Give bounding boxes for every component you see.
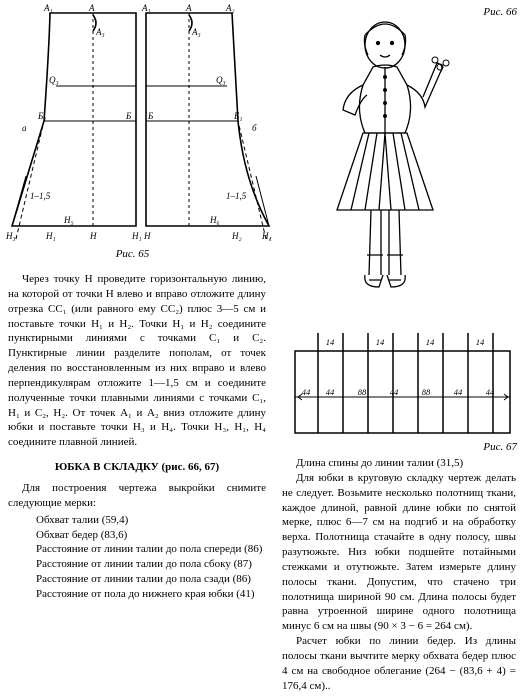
right-para-1: Длина спины до линии талии (31,5) xyxy=(282,456,516,471)
measure-item: Обхват бедер (83,6) xyxy=(36,528,266,543)
svg-text:H₁: H₁ xyxy=(131,231,142,241)
svg-text:88: 88 xyxy=(358,387,367,397)
figure-65: A₁ A A₁ A A₂ A₃ A₃ Q₃ Q₃ Б₁ Б Б Б₁ а б 1–1,5 1–1,… xyxy=(4,1,274,243)
svg-text:H: H xyxy=(143,231,151,241)
left-para-2: Для построения чертежа выкройки сни­мите… xyxy=(8,481,266,511)
measure-item: Расстояние от линии талии до пола сбоку … xyxy=(36,557,266,572)
svg-text:14: 14 xyxy=(476,337,485,347)
svg-text:A₁: A₁ xyxy=(43,3,53,13)
svg-text:H₄: H₄ xyxy=(261,231,272,241)
svg-text:44: 44 xyxy=(454,387,463,397)
figure-66-girl xyxy=(305,15,465,325)
figure-65-caption: Рис. 65 xyxy=(0,247,265,262)
measure-item: Расстояние от линии талии до пола сперед… xyxy=(36,542,266,557)
right-para-2: Для юбки в круговую складку чертеж делат… xyxy=(282,471,516,634)
svg-text:H₅: H₅ xyxy=(63,215,74,225)
svg-text:H₆: H₆ xyxy=(209,215,220,225)
svg-text:14: 14 xyxy=(426,337,435,347)
right-para-3: Расчет юбки по линии бедер. Из длины пол… xyxy=(282,634,516,693)
svg-text:Б: Б xyxy=(147,111,154,121)
svg-text:Б: Б xyxy=(125,111,132,121)
left-para-1: Через точку Н проведите горизонталь­ную … xyxy=(8,272,266,450)
svg-text:14: 14 xyxy=(376,337,385,347)
right-column: Длина спины до линии талии (31,5) Для юб… xyxy=(282,456,516,694)
measure-item: Расстояние от линии талии до пола сзади … xyxy=(36,572,266,587)
svg-text:A₃: A₃ xyxy=(95,27,105,37)
measure-item: Расстояние от пола до нижнего края юбки … xyxy=(36,587,266,602)
measure-list: Обхват талии (59,4) Обхват бедер (83,6) … xyxy=(36,513,266,602)
left-column: Через точку Н проведите горизонталь­ную … xyxy=(8,272,266,602)
svg-text:H₂: H₂ xyxy=(231,231,242,241)
svg-text:A₃: A₃ xyxy=(191,27,201,37)
svg-text:а: а xyxy=(22,123,27,133)
svg-text:H: H xyxy=(89,231,97,241)
svg-text:44: 44 xyxy=(486,387,495,397)
svg-text:1–1,5: 1–1,5 xyxy=(30,191,51,201)
svg-text:A₁: A₁ xyxy=(141,3,151,13)
svg-text:88: 88 xyxy=(422,387,431,397)
svg-text:A: A xyxy=(185,3,192,13)
section-title: ЮБКА В СКЛАДКУ (рис. 66, 67) xyxy=(8,460,266,475)
svg-text:H₁: H₁ xyxy=(45,231,56,241)
svg-text:A₂: A₂ xyxy=(225,3,235,13)
svg-text:14: 14 xyxy=(326,337,335,347)
svg-text:Q₃: Q₃ xyxy=(49,75,59,85)
svg-text:б: б xyxy=(252,123,257,133)
measure-item: Обхват талии (59,4) xyxy=(36,513,266,528)
figure-67-caption: Рис. 67 xyxy=(483,440,517,455)
svg-text:44: 44 xyxy=(326,387,335,397)
svg-text:44: 44 xyxy=(390,387,399,397)
svg-text:Б₁: Б₁ xyxy=(233,111,242,121)
svg-text:A: A xyxy=(88,3,95,13)
svg-text:Б₁: Б₁ xyxy=(37,111,46,121)
svg-text:1–1,5: 1–1,5 xyxy=(226,191,247,201)
svg-text:44: 44 xyxy=(302,387,311,397)
figure-67-diagram: 14 14 14 14 44 44 88 44 88 44 44 xyxy=(290,333,515,451)
svg-text:H₃: H₃ xyxy=(5,231,16,241)
figure-66-caption: Рис. 66 xyxy=(483,5,517,20)
svg-text:Q₃: Q₃ xyxy=(216,75,226,85)
